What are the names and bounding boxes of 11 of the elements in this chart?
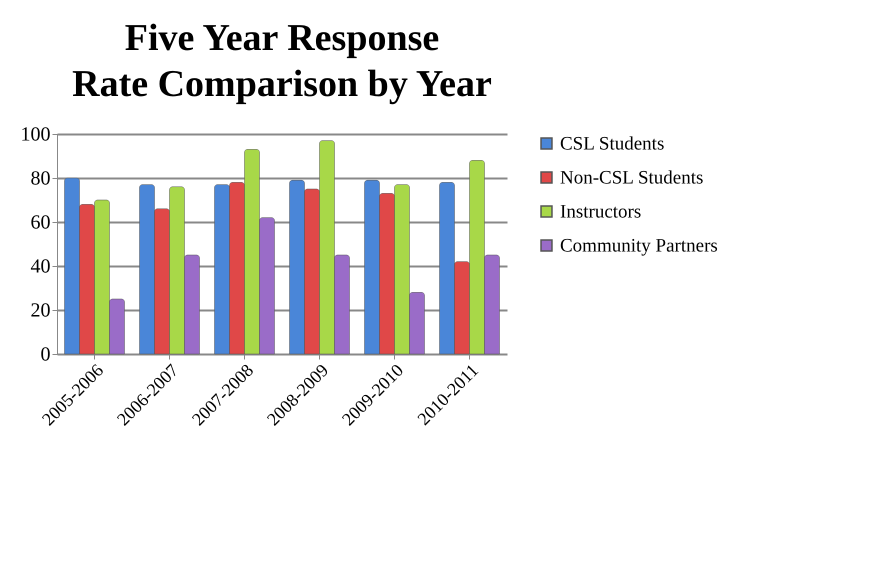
legend-label: Instructors — [560, 202, 642, 222]
y-tick-label: 40 — [30, 256, 50, 278]
legend-label: CSL Students — [560, 134, 664, 154]
y-tick-label: 60 — [30, 212, 50, 234]
legend-label: Community Partners — [560, 236, 718, 256]
y-tick-label: 0 — [40, 344, 50, 366]
y-tick-label: 100 — [20, 124, 50, 146]
legend-label: Non-CSL Students — [560, 168, 704, 188]
y-tick-label: 80 — [30, 168, 50, 190]
chart-title: Five Year Response Rate Comparison by Year — [72, 17, 492, 105]
y-tick-label: 20 — [30, 300, 50, 322]
